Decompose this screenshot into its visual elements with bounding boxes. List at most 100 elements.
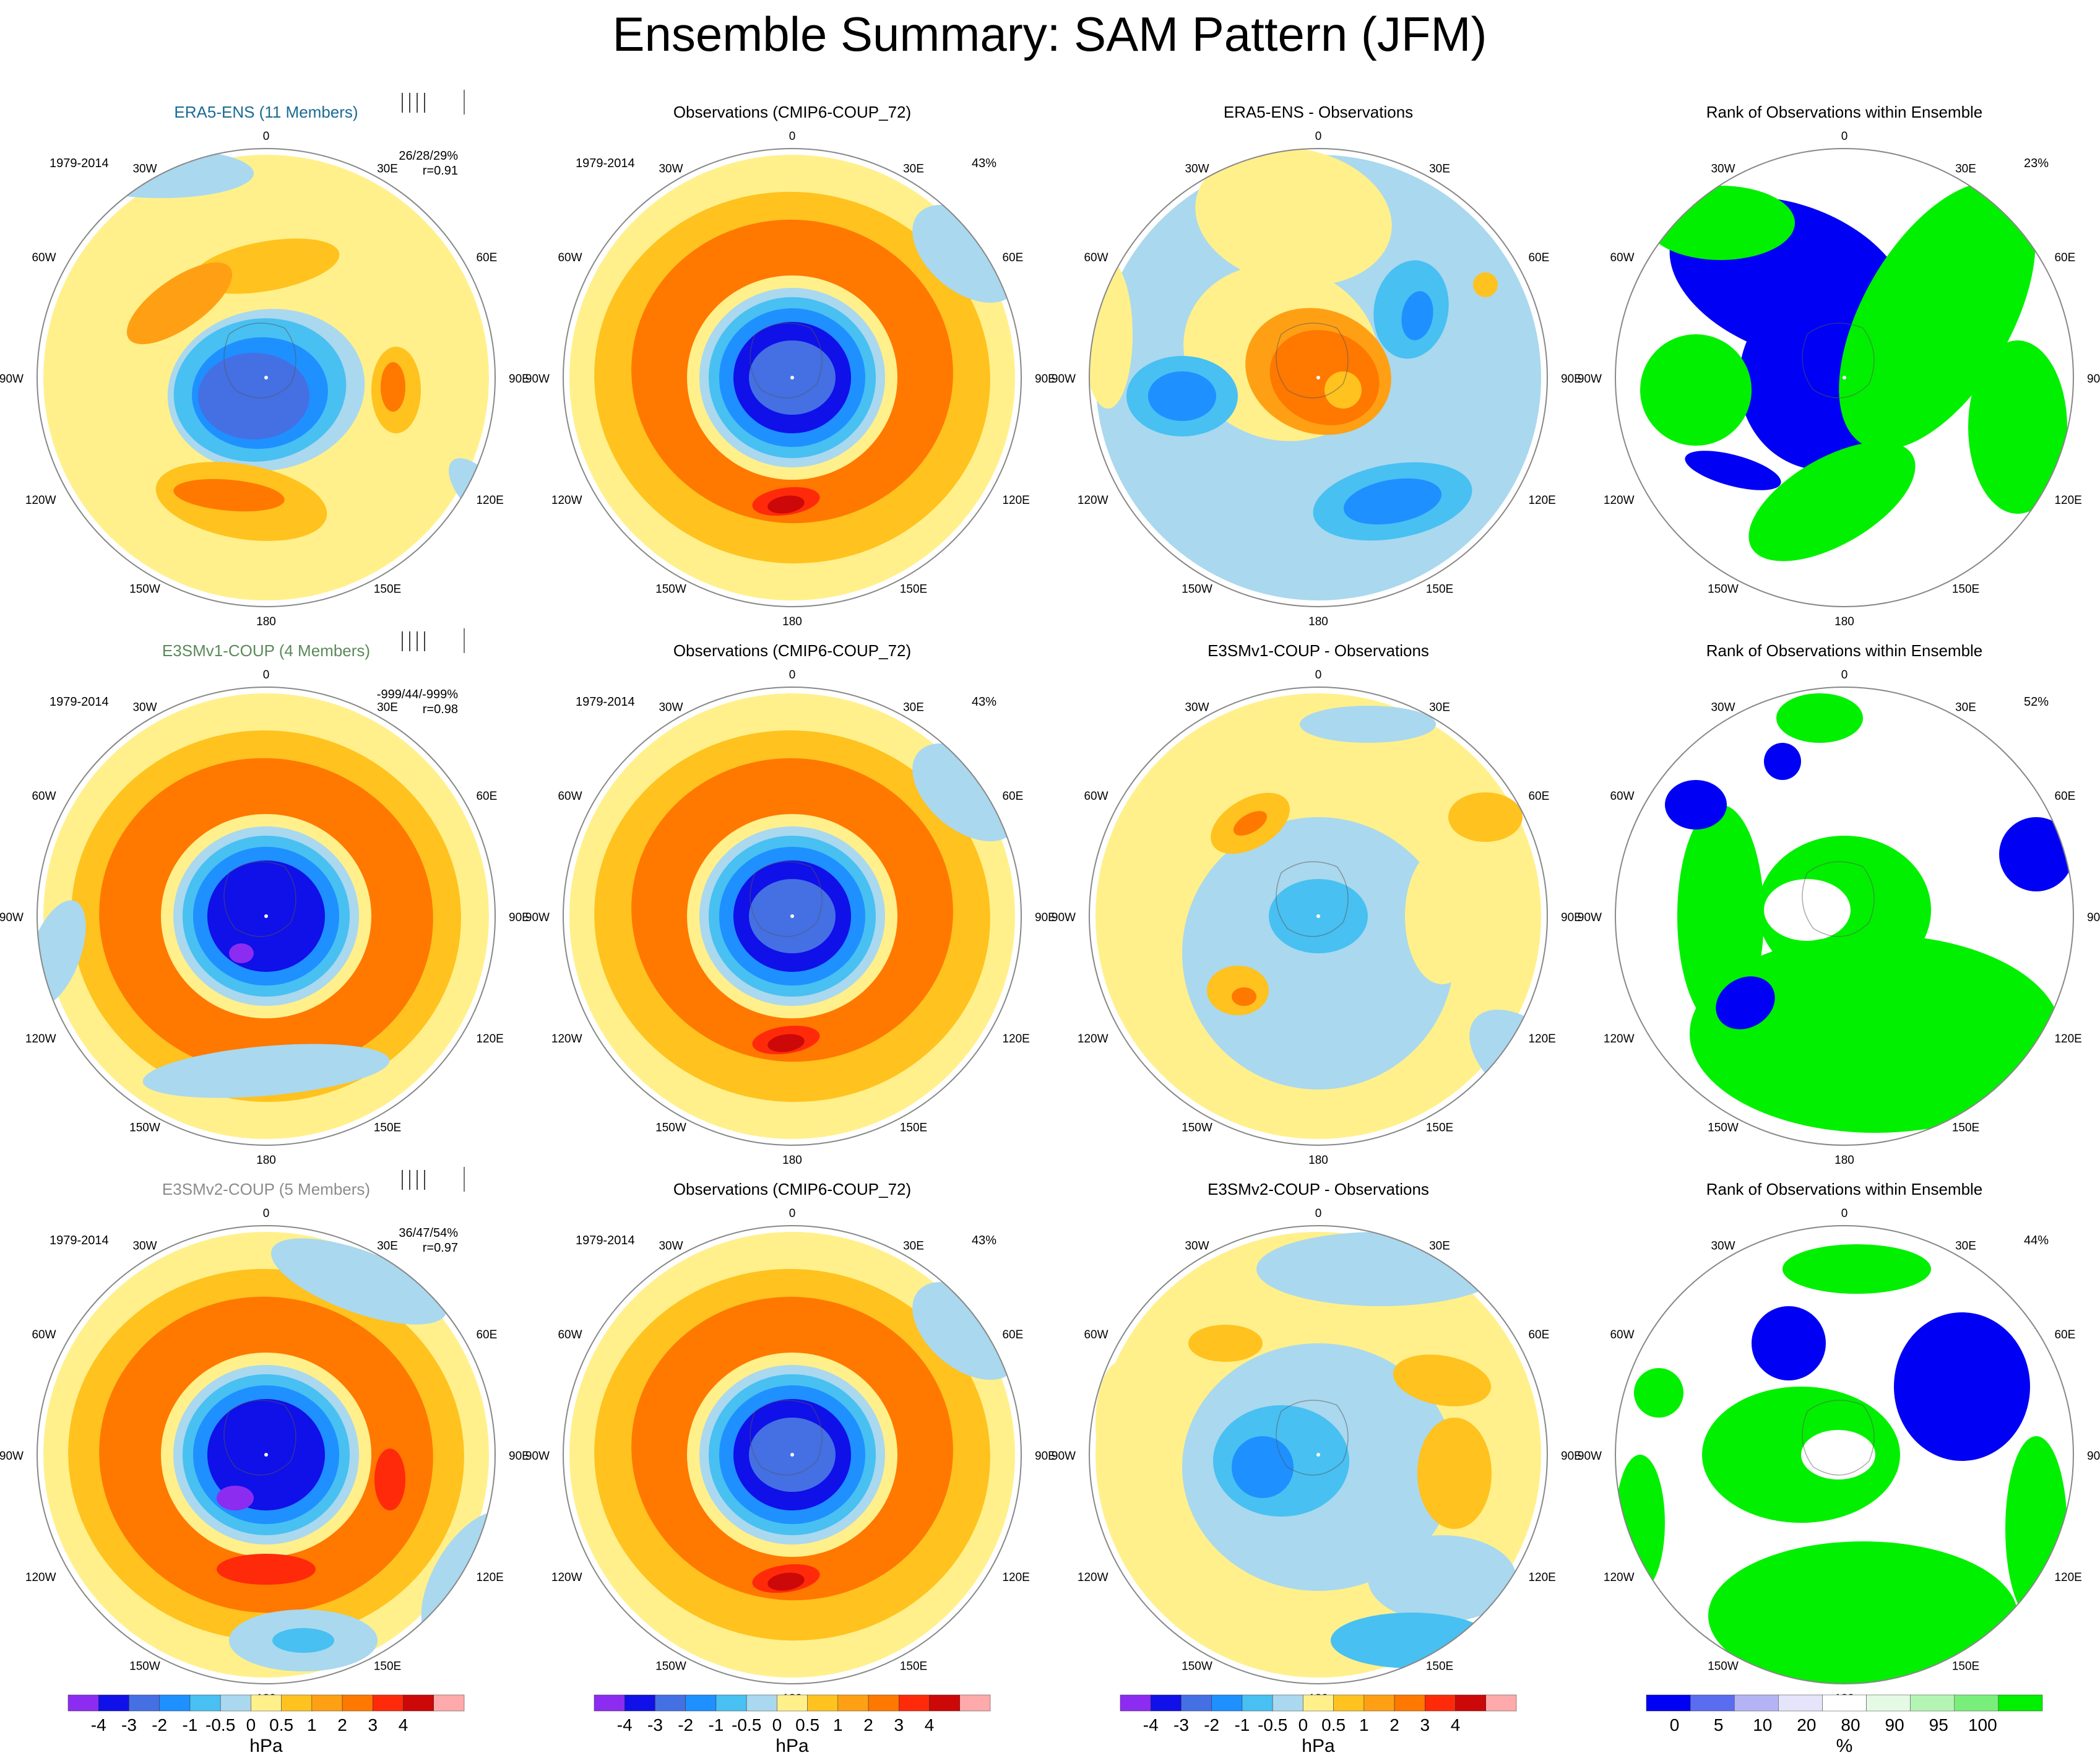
colorbar-tick-label: 3 [1420,1715,1430,1735]
contour-region [1748,441,1916,561]
longitude-label: 90E [1561,373,1582,386]
colorbar-swatch [1394,1694,1425,1712]
colorbar-tick-label: 4 [1451,1715,1461,1735]
colorbar-swatch [655,1694,686,1712]
antarctica-coastline [1276,323,1349,399]
contour-region [1300,706,1436,743]
contour-region [767,495,805,514]
longitude-label: 90W [1578,911,1602,924]
longitude-label: 30E [1955,163,1976,176]
longitude-label: 30E [377,1240,398,1253]
colorbar-tick-label: -0.5 [1258,1715,1287,1735]
contour-region [217,1554,316,1585]
longitude-label: 150E [374,583,401,596]
contour-region [1417,1418,1492,1529]
contour-region [217,1486,254,1510]
longitude-label: 150E [374,1660,401,1673]
longitude-label: 0 [1315,130,1322,143]
colorbar-4: 0 5 10 20 80 90 95 100% [1646,1694,2043,1756]
colorbar-tick-label: -1 [1234,1715,1250,1735]
contour-region [1232,987,1256,1006]
longitude-label: 60E [476,790,497,803]
longitude-label: 0 [263,1207,270,1220]
longitude-label: 30E [903,701,924,714]
contour-region [1615,1455,1665,1591]
contour-region [1894,1312,2030,1461]
map-fill [43,1232,495,1678]
colorbar-tick-label: 3 [894,1715,904,1735]
longitude-label: 150E [1952,1121,1979,1134]
longitude-label: 90W [525,1450,550,1463]
longitude-label: 150E [900,583,927,596]
colorbar-tick-label: 0.5 [269,1715,293,1735]
percent-label: 52% [2024,695,2049,709]
panel-title: ERA5-ENS (11 Members) [174,103,358,121]
longitude-label: 150W [1182,1660,1212,1673]
longitude-label: 30W [132,163,157,176]
longitude-label: 120E [1002,1033,1029,1046]
south-pole-marker [264,914,268,918]
antarctica-coastline [750,323,823,399]
longitude-label: 30E [1429,1240,1450,1253]
map-fill [569,155,1019,600]
panel-obs-row1: 0 30E 60E 90E 120E 150E 180 150W 120W 90W 60W 30W Ob… [525,103,1056,628]
colorbar-swatch [1690,1694,1735,1712]
longitude-label: 150W [655,583,686,596]
south-pole-marker [1843,376,1846,379]
longitude-label: 30W [659,163,683,176]
map-boundary [37,1225,496,1684]
longitude-label: 90E [509,1450,530,1463]
panel-title: ERA5-ENS - Observations [1224,103,1413,121]
colorbar-swatch [807,1694,839,1712]
longitude-label: 0 [789,130,796,143]
colorbar-swatch [67,1694,99,1712]
period-label: 1979-2014 [50,1234,109,1247]
map-boundary [563,1225,1022,1684]
map-fill [1089,149,1541,600]
longitude-label: 180 [782,615,802,628]
colorbar-unit: % [1836,1736,1853,1756]
south-pole-marker [264,1453,268,1457]
colorbar-unit: hPa [776,1736,809,1756]
south-pole-marker [1843,1453,1846,1457]
panel-title: E3SMv1-COUP - Observations [1208,641,1429,660]
longitude-label: 30E [903,163,924,176]
colorbar-swatch [281,1694,313,1712]
map-fill [1622,693,2073,1139]
longitude-label: 30W [1185,1240,1209,1253]
colorbar-tick-label: 0 [246,1715,256,1735]
contour-region [1473,272,1498,297]
colorbar-swatch [1303,1694,1334,1712]
colorbar-tick-label: -3 [1173,1715,1189,1735]
colorbar-swatch [1485,1694,1517,1712]
contour-region [1343,478,1442,525]
longitude-label: 150E [1426,583,1453,596]
longitude-label: 30W [1711,163,1735,176]
contour-region [1646,186,1795,260]
longitude-label: 90W [1578,1450,1602,1463]
colorbar-2: -4 -3 -2 -1 -0.5 0 0.5 1 2 3 4 hPa [594,1694,991,1756]
panel-rank-row3: 030E60E90E120E150E180150W120W90W60W30WRa… [1578,1180,2100,1705]
colorbar-unit: hPa [1302,1736,1335,1756]
longitude-label: 90W [525,911,550,924]
longitude-label: 30W [659,1240,683,1253]
contour-region [718,241,817,279]
longitude-label: 120W [1078,1033,1108,1046]
contour-region [381,362,405,412]
south-pole-marker [790,1453,794,1457]
colorbar-tick-label: 80 [1841,1715,1860,1735]
contour-region [126,262,233,345]
colorbar-swatch [685,1694,717,1712]
contour-region [767,1034,805,1052]
contour-region [1089,260,1133,409]
period-label: 1979-2014 [50,695,109,709]
colorbar-3: -4 -3 -2 -1 -0.5 0 0.5 1 2 3 4 hPa [1120,1694,1517,1756]
south-pole-marker [264,376,268,379]
longitude-label: 60W [32,1328,56,1341]
map-fill [1615,1232,2067,1684]
colorbar-tick-label: -0.5 [205,1715,235,1735]
colorbar-swatch [746,1694,777,1712]
contour-region [173,479,285,512]
percent-label: 23% [2024,157,2049,170]
longitude-label: 150W [1182,1121,1212,1134]
